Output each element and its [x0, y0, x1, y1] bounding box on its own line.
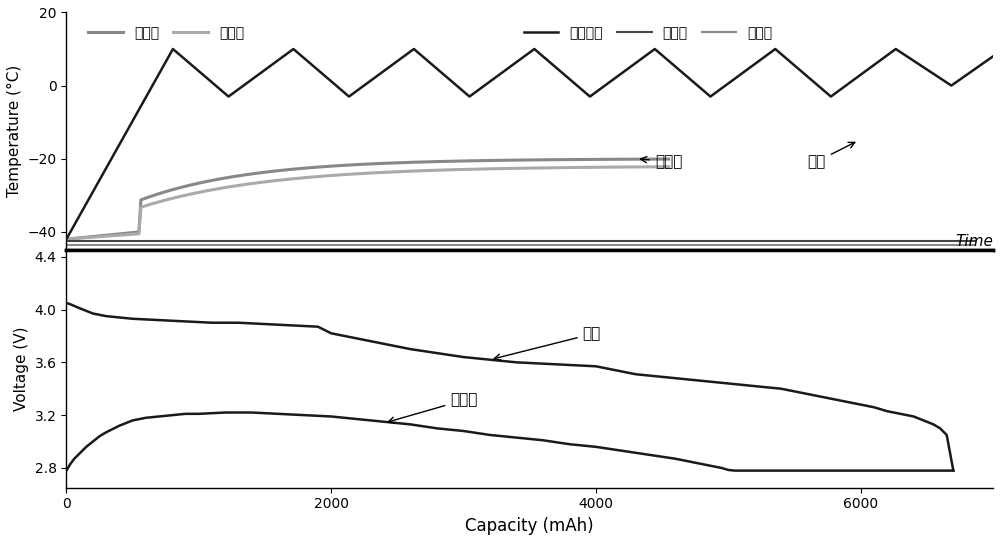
Y-axis label: Voltage (V): Voltage (V)	[14, 327, 29, 411]
Text: 加热: 加热	[808, 143, 855, 169]
Y-axis label: Temperature (°C): Temperature (°C)	[7, 65, 22, 197]
Legend: 环境温度, 上表面, 下表面: 环境温度, 上表面, 下表面	[518, 21, 778, 46]
Text: 不加热: 不加热	[388, 392, 478, 423]
Text: 不加热: 不加热	[641, 154, 682, 169]
X-axis label: Capacity (mAh): Capacity (mAh)	[465, 517, 594, 535]
Text: Time: Time	[955, 234, 993, 249]
Text: 加热: 加热	[494, 327, 601, 360]
